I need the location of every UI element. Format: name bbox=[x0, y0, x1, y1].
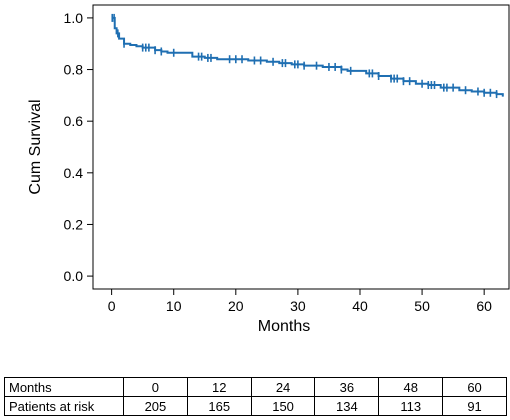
risk-table-count: 113 bbox=[378, 396, 444, 416]
risk-table-month: 24 bbox=[250, 377, 316, 397]
y-tick-label: 0.6 bbox=[64, 113, 84, 129]
x-axis: 0 10 20 30 40 50 60 bbox=[108, 289, 492, 314]
risk-table-header-label: Months bbox=[4, 377, 124, 397]
risk-table-month: 36 bbox=[314, 377, 380, 397]
risk-table-month: 60 bbox=[442, 377, 507, 397]
x-tick-label: 50 bbox=[414, 298, 430, 314]
y-tick-label: 0.4 bbox=[64, 165, 84, 181]
survival-curve bbox=[111, 16, 504, 97]
y-tick-label: 0.0 bbox=[64, 268, 84, 284]
x-tick-label: 20 bbox=[228, 298, 244, 314]
risk-table-month: 12 bbox=[186, 377, 252, 397]
y-axis: 0.0 0.2 0.4 0.6 0.8 1.0 bbox=[64, 10, 93, 284]
x-tick-label: 60 bbox=[476, 298, 492, 314]
risk-table-month: 48 bbox=[378, 377, 444, 397]
risk-table-header-row: Months 0 12 24 36 48 60 bbox=[4, 377, 507, 397]
plot-frame bbox=[92, 4, 510, 290]
risk-table-count: 134 bbox=[314, 396, 380, 416]
y-tick-label: 0.2 bbox=[64, 216, 84, 232]
y-tick-label: 0.8 bbox=[64, 62, 84, 78]
risk-table-month: 0 bbox=[123, 377, 188, 397]
x-tick-label: 30 bbox=[290, 298, 306, 314]
y-tick-label: 1.0 bbox=[64, 10, 84, 26]
risk-table-row-label: Patients at risk bbox=[4, 396, 124, 416]
survival-chart: 0.0 0.2 0.4 0.6 0.8 1.0 0 10 20 30 40 50 60 Cum Sur… bbox=[27, 4, 510, 335]
x-tick-label: 40 bbox=[352, 298, 368, 314]
risk-table-count: 150 bbox=[250, 396, 316, 416]
risk-table-count-row: Patients at risk 205 165 150 134 113 91 bbox=[4, 396, 507, 416]
risk-table-count: 91 bbox=[442, 396, 507, 416]
y-axis-title: Cum Survival bbox=[27, 99, 44, 194]
patients-at-risk-table: Months 0 12 24 36 48 60 Patients at risk… bbox=[4, 377, 507, 416]
survival-series bbox=[111, 13, 504, 99]
x-tick-label: 10 bbox=[166, 298, 182, 314]
risk-table-count: 205 bbox=[123, 396, 188, 416]
x-axis-title: Months bbox=[258, 318, 310, 335]
risk-table-count: 165 bbox=[186, 396, 252, 416]
x-tick-label: 0 bbox=[108, 298, 116, 314]
